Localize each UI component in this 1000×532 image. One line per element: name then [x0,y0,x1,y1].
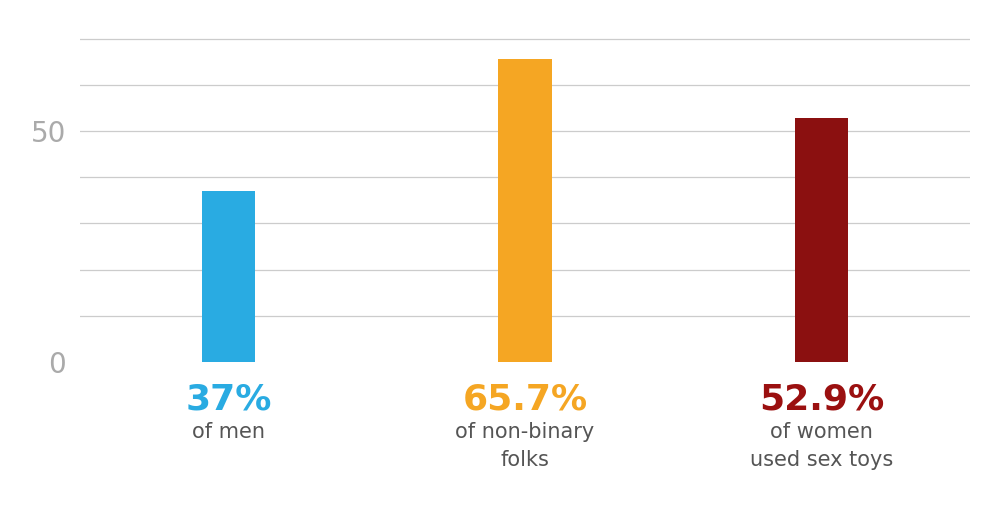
Text: of men: of men [192,422,265,442]
Text: of non-binary
folks: of non-binary folks [455,422,595,470]
Text: 52.9%: 52.9% [759,383,884,417]
Bar [795,118,848,362]
Text: 37%: 37% [185,383,272,417]
Bar [202,191,255,362]
Bar [498,59,552,362]
Text: of women
used sex toys: of women used sex toys [750,422,893,470]
Text: 65.7%: 65.7% [462,383,588,417]
